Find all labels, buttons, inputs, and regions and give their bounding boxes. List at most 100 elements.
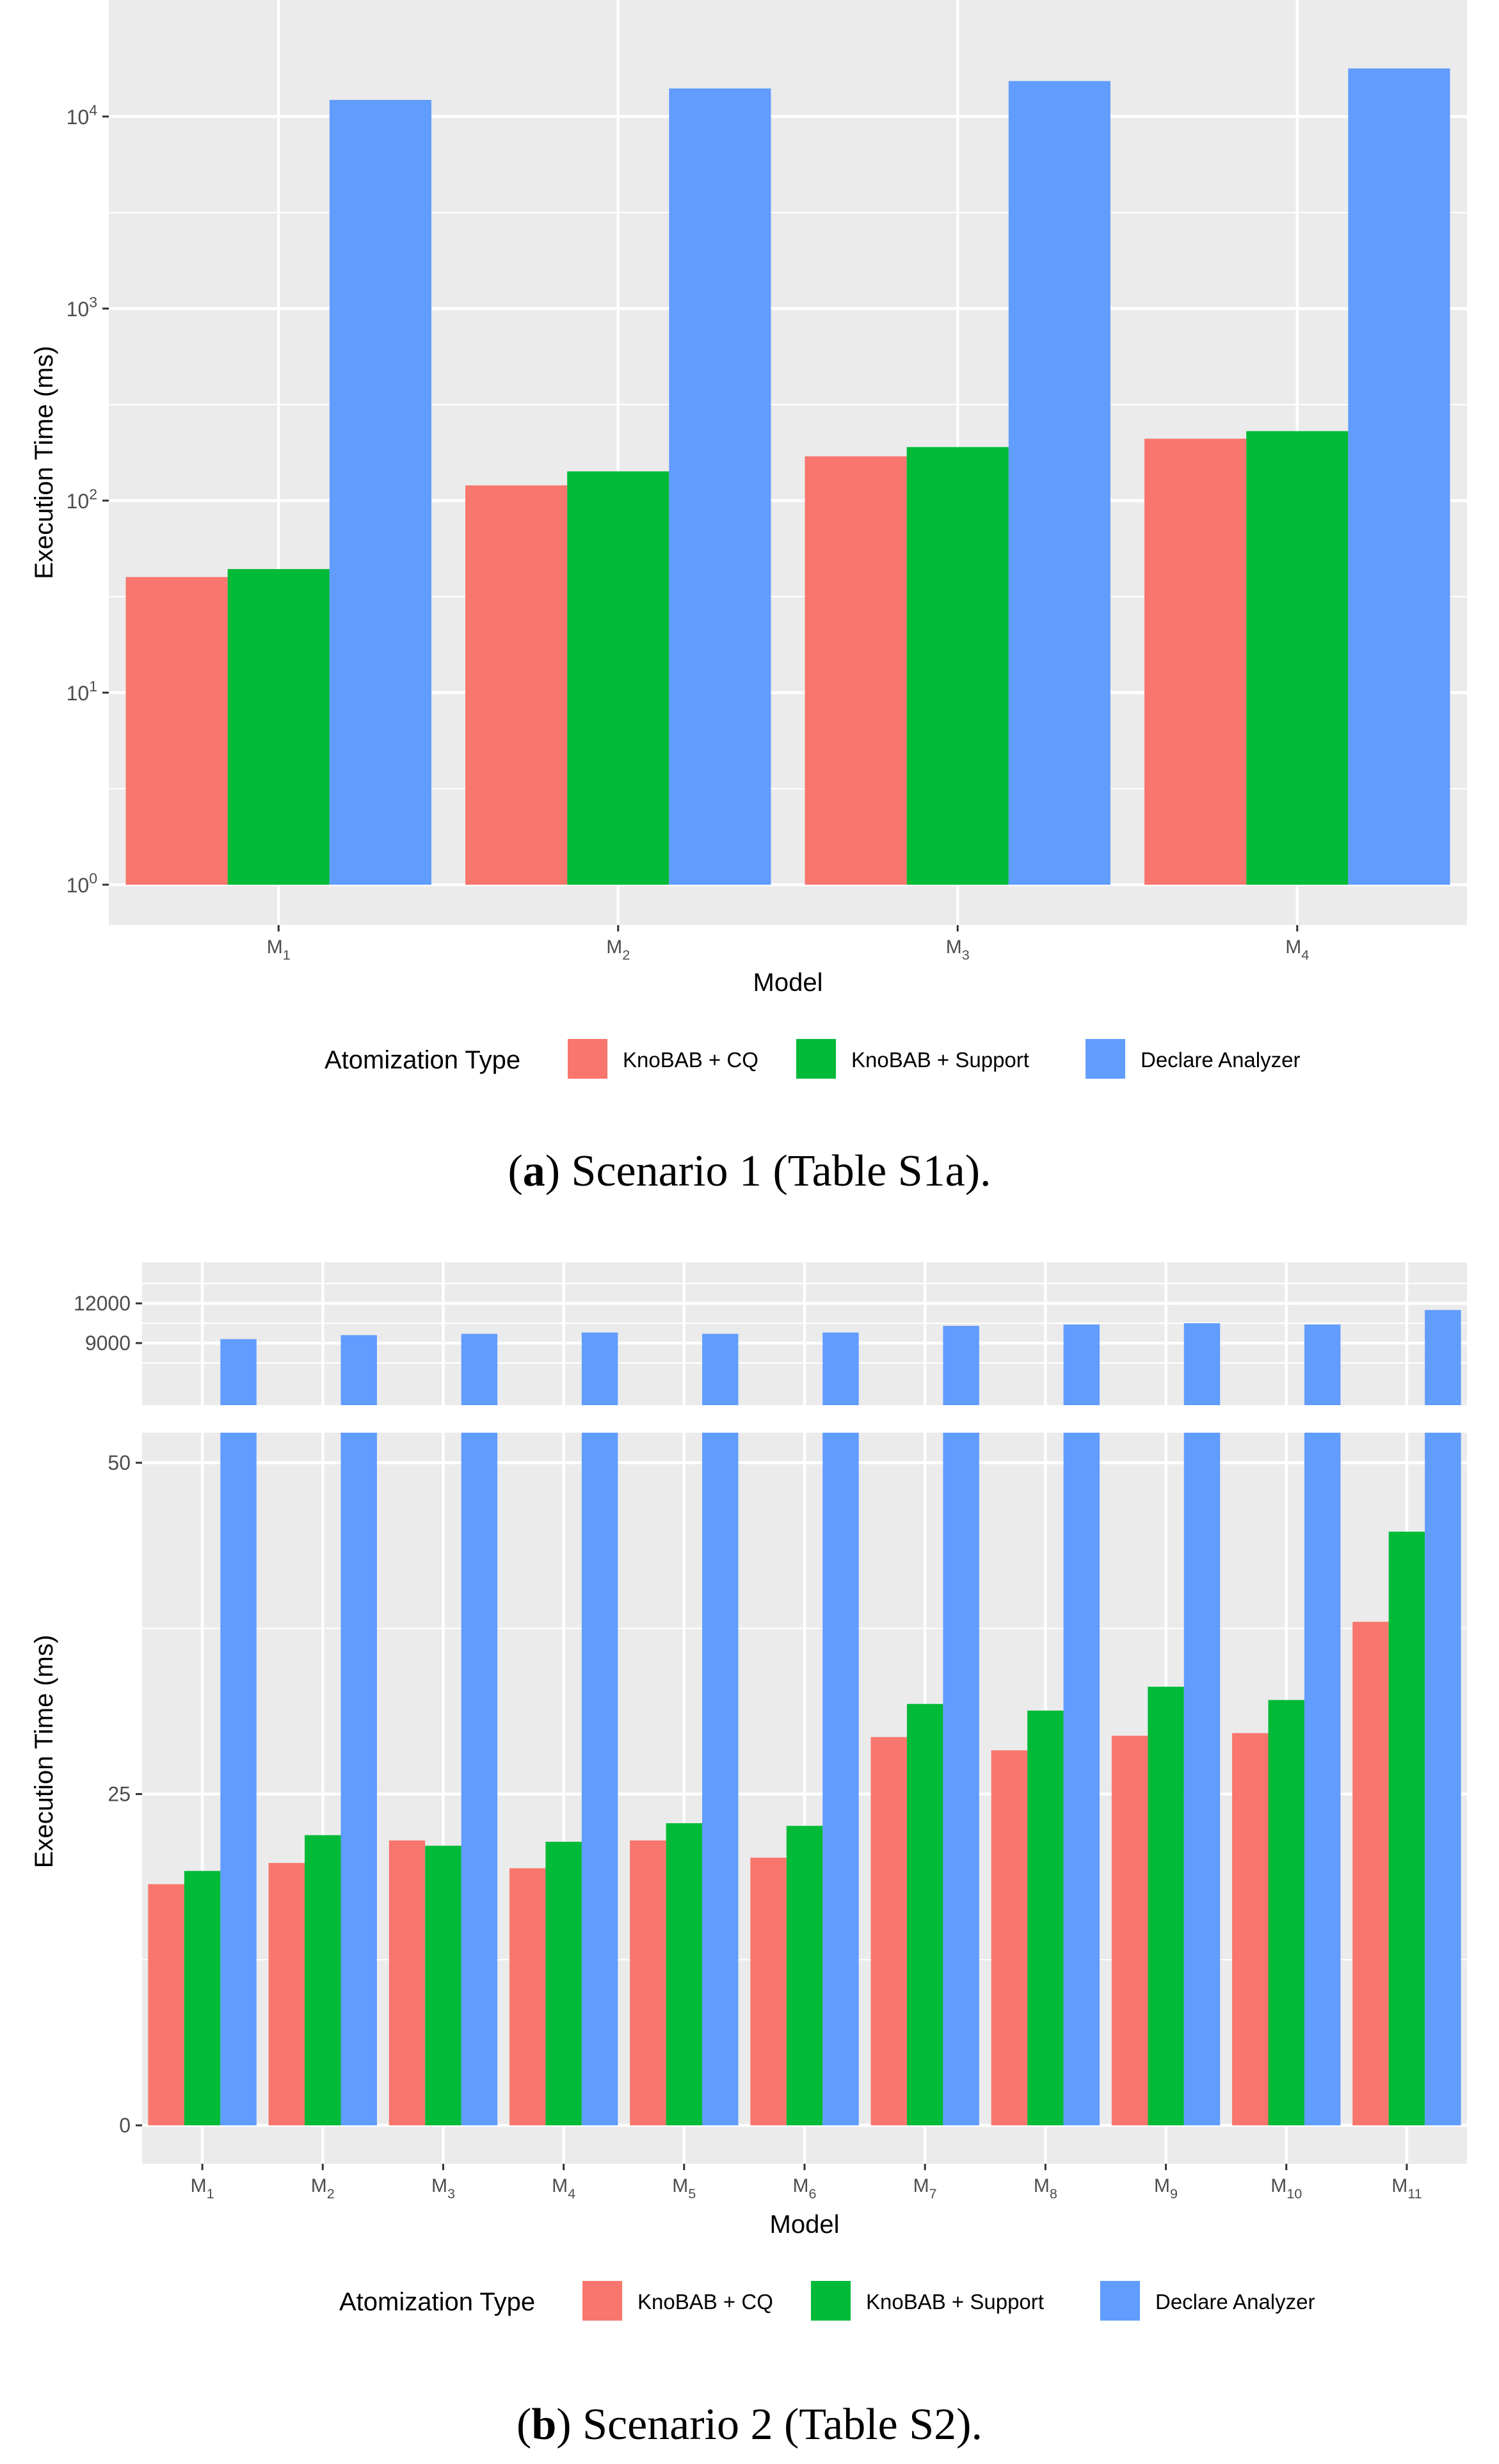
- x-tick-label: M2: [311, 2175, 335, 2202]
- x-tick-label: M4: [552, 2175, 575, 2202]
- tick-subscript: 8: [1050, 2186, 1057, 2202]
- legend-label: KnoBAB + CQ: [623, 1048, 758, 1072]
- tick-main: M: [552, 2175, 568, 2196]
- bar: [630, 1840, 666, 2125]
- y-tick-label: 25: [108, 1783, 131, 1806]
- tick-main: M: [1034, 2175, 1050, 2196]
- tick-subscript: 2: [327, 2186, 335, 2202]
- bar: [341, 1433, 377, 2125]
- bar: [148, 1884, 184, 2125]
- bar: [1246, 431, 1349, 885]
- x-tick-label: M4: [1285, 937, 1309, 963]
- bar: [1348, 68, 1450, 885]
- x-tick-label: M1: [191, 2175, 214, 2202]
- bar: [1063, 1433, 1100, 2125]
- tick-main: M: [946, 937, 962, 958]
- tick-subscript: 2: [622, 947, 630, 963]
- tick-base: 10: [67, 298, 90, 321]
- bar: [581, 1332, 618, 1405]
- bar: [461, 1333, 498, 1405]
- x-axis-title: Model: [753, 969, 823, 997]
- tick-main: M: [267, 937, 283, 958]
- bar: [305, 1835, 341, 2125]
- bar: [581, 1433, 618, 2125]
- bar: [1425, 1310, 1461, 1405]
- tick-main: M: [311, 2175, 327, 2196]
- tick-main: M: [191, 2175, 207, 2196]
- caption-letter: a: [522, 1147, 545, 1196]
- caption-scenario-1: (a) Scenario 1 (Table S1a).: [508, 1147, 991, 1196]
- bar: [1148, 1686, 1184, 2125]
- x-axis-title: Model: [770, 2210, 840, 2239]
- tick-subscript: 1: [207, 2186, 214, 2202]
- bar: [461, 1433, 498, 2125]
- bar: [750, 1857, 787, 2125]
- bar: [906, 1703, 943, 2125]
- tick-main: M: [913, 2175, 929, 2196]
- y-tick-label: 0: [119, 2114, 131, 2137]
- x-tick-label: M9: [1154, 2175, 1178, 2202]
- y-tick-label: 12000: [74, 1292, 131, 1315]
- y-tick-label: 100: [67, 870, 97, 897]
- legend-label: Declare Analyzer: [1141, 1048, 1300, 1072]
- legend-key: [811, 2281, 851, 2321]
- caption-letter: b: [531, 2400, 557, 2449]
- caption-scenario-2: (b) Scenario 2 (Table S2).: [517, 2400, 982, 2449]
- bar: [1144, 439, 1247, 885]
- tick-main: M: [1271, 2175, 1287, 2196]
- tick-subscript: 11: [1407, 2186, 1422, 2202]
- bar: [425, 1846, 461, 2125]
- tick-exponent: 2: [89, 486, 97, 503]
- bar: [465, 485, 568, 885]
- tick-main: M: [431, 2175, 447, 2196]
- bar: [702, 1433, 739, 2125]
- bar: [991, 1750, 1028, 2125]
- tick-main: M: [1154, 2175, 1170, 2196]
- bar: [822, 1433, 859, 2125]
- bar: [1268, 1700, 1304, 2125]
- legend-label: KnoBAB + CQ: [637, 2290, 773, 2314]
- y-axis-title: Execution Time (ms): [30, 346, 58, 579]
- bar: [220, 1433, 257, 2125]
- bar: [1304, 1433, 1341, 2125]
- bar: [125, 577, 228, 885]
- tick-main: M: [672, 2175, 688, 2196]
- bar: [184, 1871, 221, 2125]
- tick-exponent: 1: [89, 678, 97, 695]
- tick-base: 10: [67, 874, 90, 897]
- legend-key: [582, 2281, 622, 2321]
- tick-subscript: 6: [808, 2186, 816, 2202]
- caption-text: ) Scenario 2 (Table S2).: [556, 2400, 982, 2449]
- bar: [1008, 81, 1110, 885]
- tick-main: M: [1285, 937, 1301, 958]
- legend-key: [568, 1039, 607, 1079]
- tick-exponent: 0: [89, 870, 97, 887]
- tick-subscript: 4: [568, 2186, 575, 2202]
- x-tick-label: M10: [1271, 2175, 1302, 2202]
- y-tick-label: 102: [67, 486, 97, 513]
- tick-subscript: 9: [1170, 2186, 1178, 2202]
- bar: [389, 1840, 426, 2125]
- x-tick-label: M11: [1391, 2175, 1422, 2202]
- bar: [1111, 1735, 1148, 2125]
- bar: [1388, 1531, 1425, 2125]
- tick-subscript: 7: [929, 2186, 937, 2202]
- bar: [341, 1335, 377, 1405]
- x-tick-label: M3: [431, 2175, 455, 2202]
- tick-exponent: 3: [89, 294, 97, 310]
- tick-subscript: 10: [1287, 2186, 1302, 2202]
- legend-title: Atomization Type: [339, 2288, 535, 2316]
- x-tick-label: M7: [913, 2175, 937, 2202]
- bar: [786, 1826, 823, 2125]
- bar: [943, 1433, 979, 2125]
- x-tick-label: M3: [946, 937, 970, 963]
- legend-label: KnoBAB + Support: [866, 2290, 1044, 2314]
- caption-text: ) Scenario 1 (Table S1a).: [545, 1147, 991, 1196]
- bar: [1304, 1325, 1341, 1405]
- tick-main: M: [1391, 2175, 1407, 2196]
- bar: [666, 1823, 703, 2125]
- bar: [227, 568, 330, 885]
